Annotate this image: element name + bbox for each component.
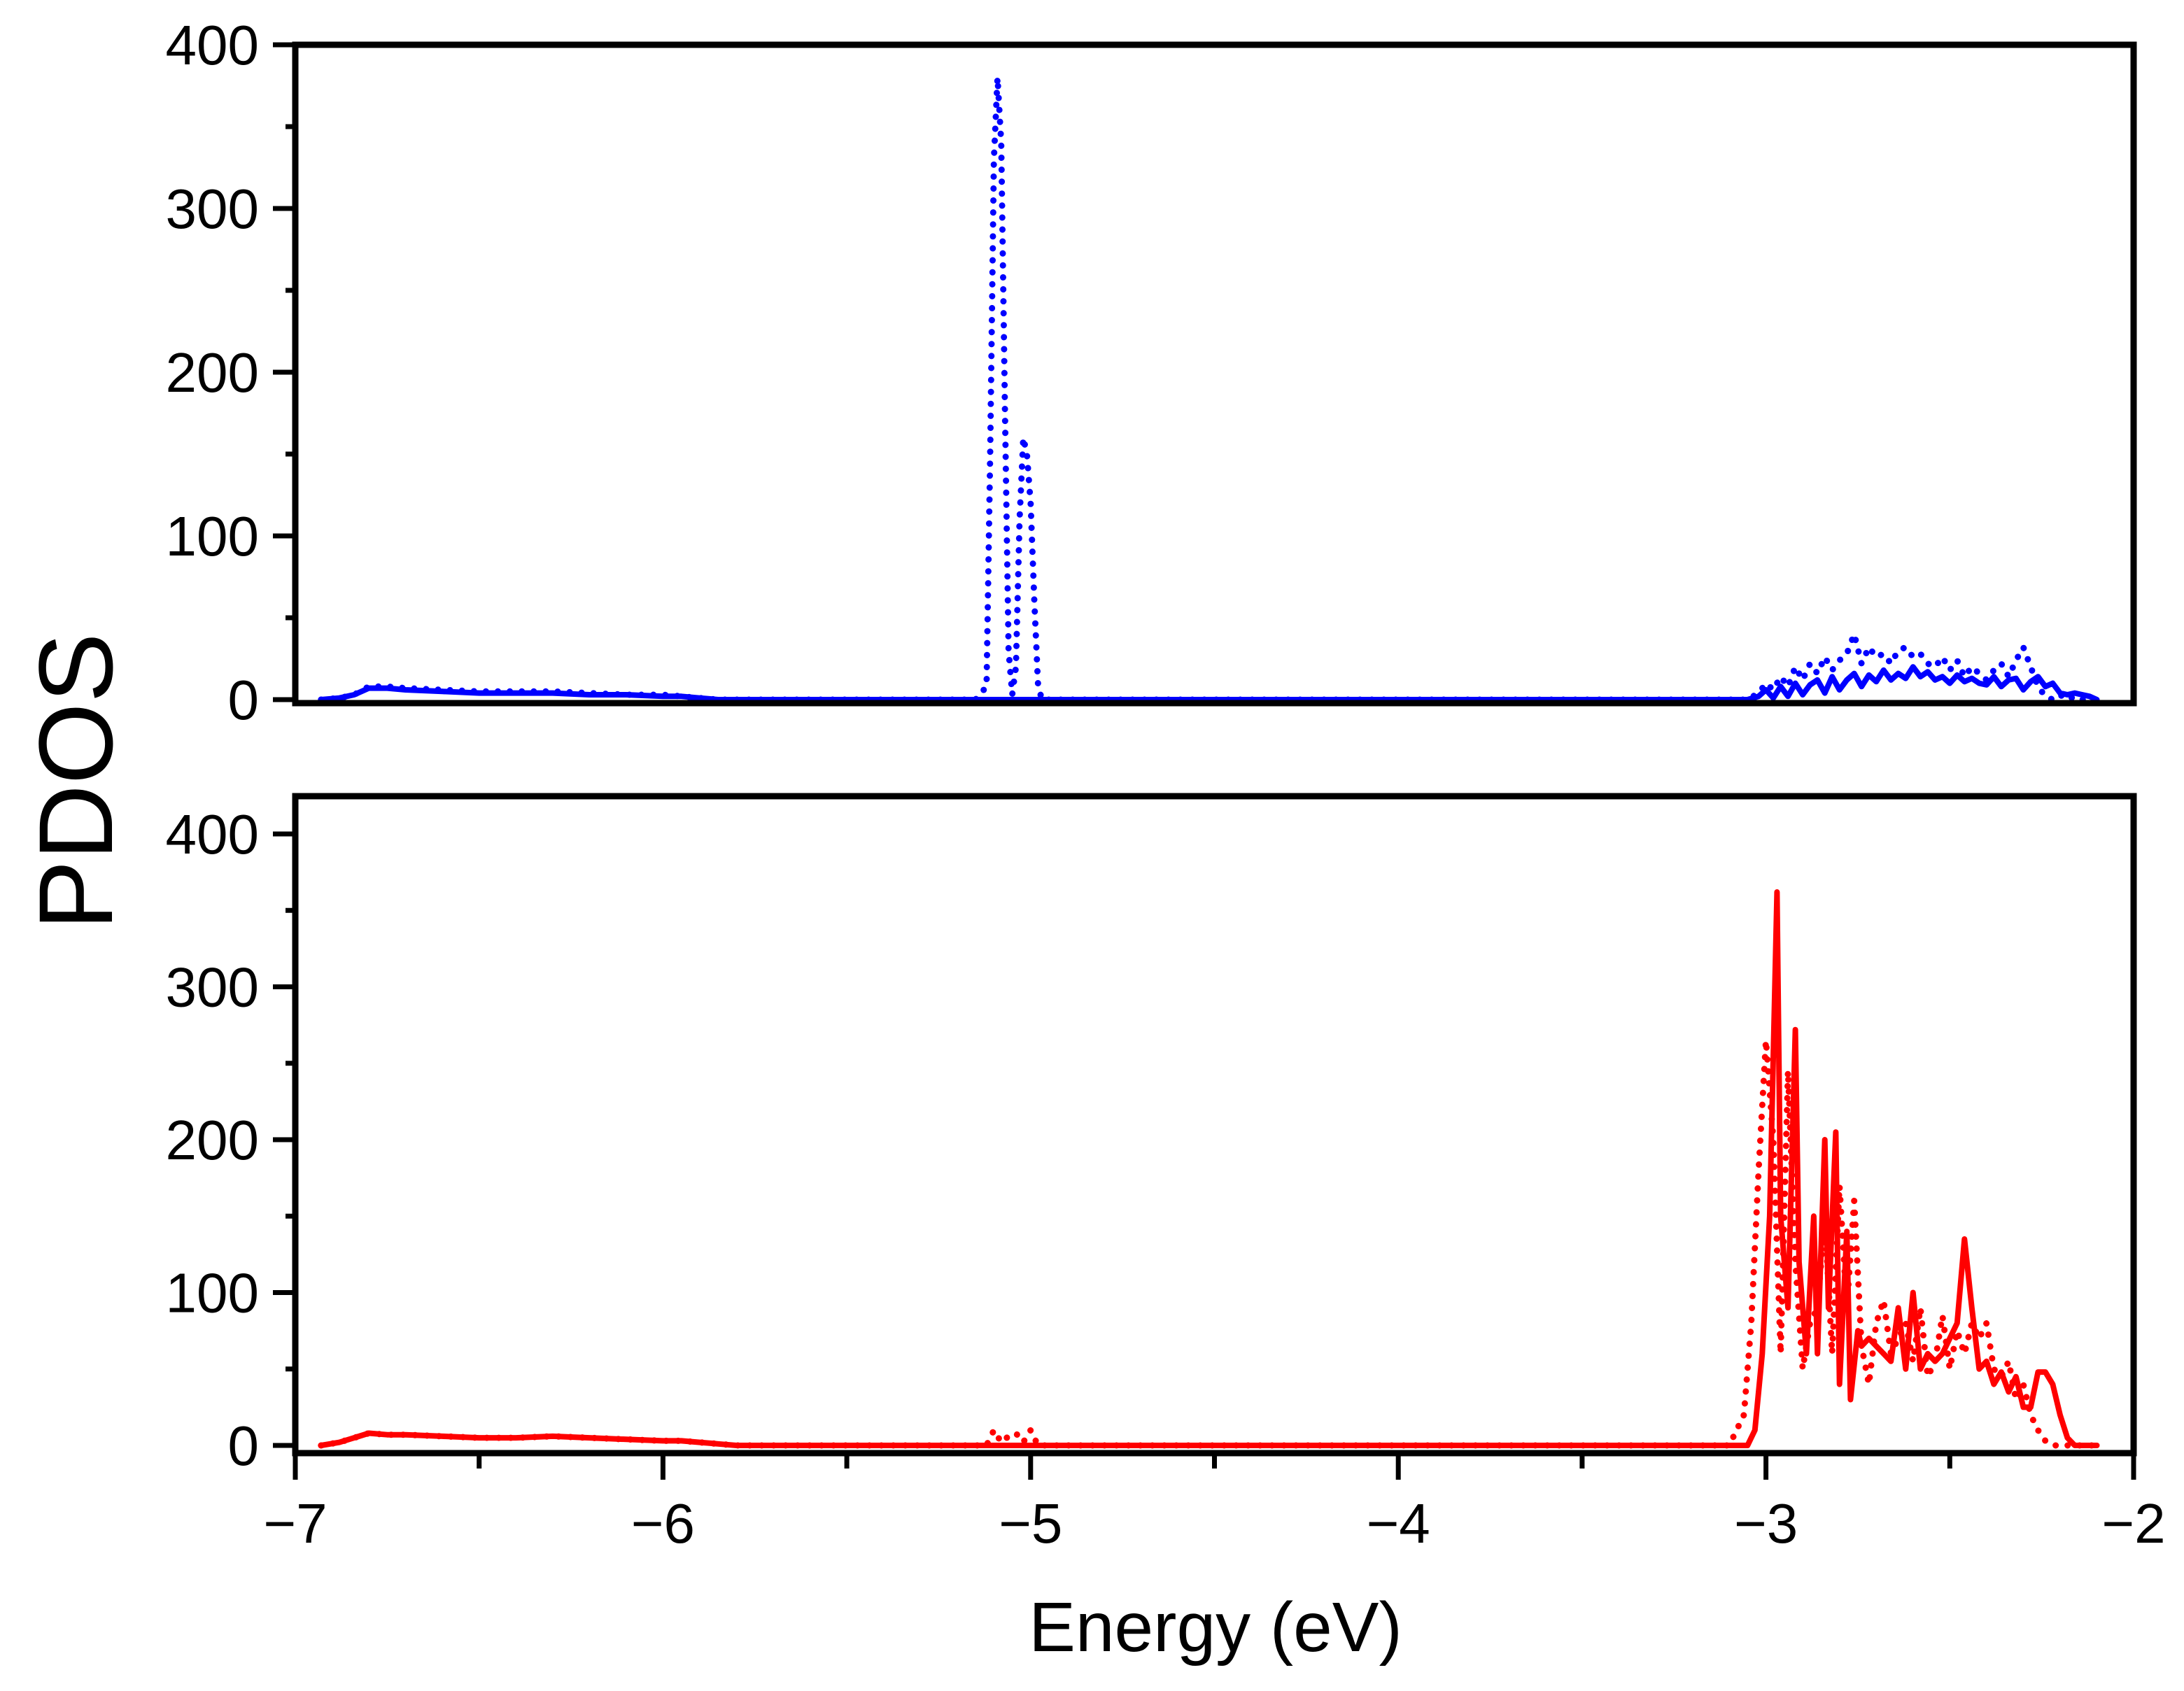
x-tick-label: −5	[999, 1492, 1062, 1555]
y-tick-label: 300	[166, 178, 259, 240]
y-tick-label: 0	[228, 669, 260, 731]
y-tick-label: 200	[166, 1109, 259, 1171]
series-red-solid	[318, 889, 2100, 1448]
y-tick-label: 300	[166, 956, 259, 1019]
y-tick-label: 100	[166, 505, 259, 567]
x-tick-label: −4	[1367, 1492, 1430, 1555]
plot-frame	[292, 41, 2137, 707]
x-tick-label: −6	[631, 1492, 695, 1555]
x-tick-label: −2	[2101, 1492, 2165, 1555]
x-axis-title: Energy (eV)	[1029, 1588, 1402, 1667]
y-tick-label: 200	[166, 341, 259, 404]
bottom-panel: 0 100 200 300 400 −7 −6 −5 −4 −3 −2	[166, 793, 2166, 1555]
series-blue-solid	[318, 664, 2100, 702]
y-tick-label: 100	[166, 1262, 259, 1324]
series-blue-dotted	[318, 74, 2100, 703]
y-tick-label: 400	[166, 803, 259, 865]
y-tick-label: 400	[166, 14, 259, 76]
x-tick-label: −7	[263, 1492, 327, 1555]
x-tick-label: −3	[1734, 1492, 1798, 1555]
y-axis-title: PDOS	[17, 632, 134, 930]
y-tick-label: 0	[228, 1415, 260, 1477]
top-panel: 0 100 200 300 400	[166, 14, 2137, 731]
